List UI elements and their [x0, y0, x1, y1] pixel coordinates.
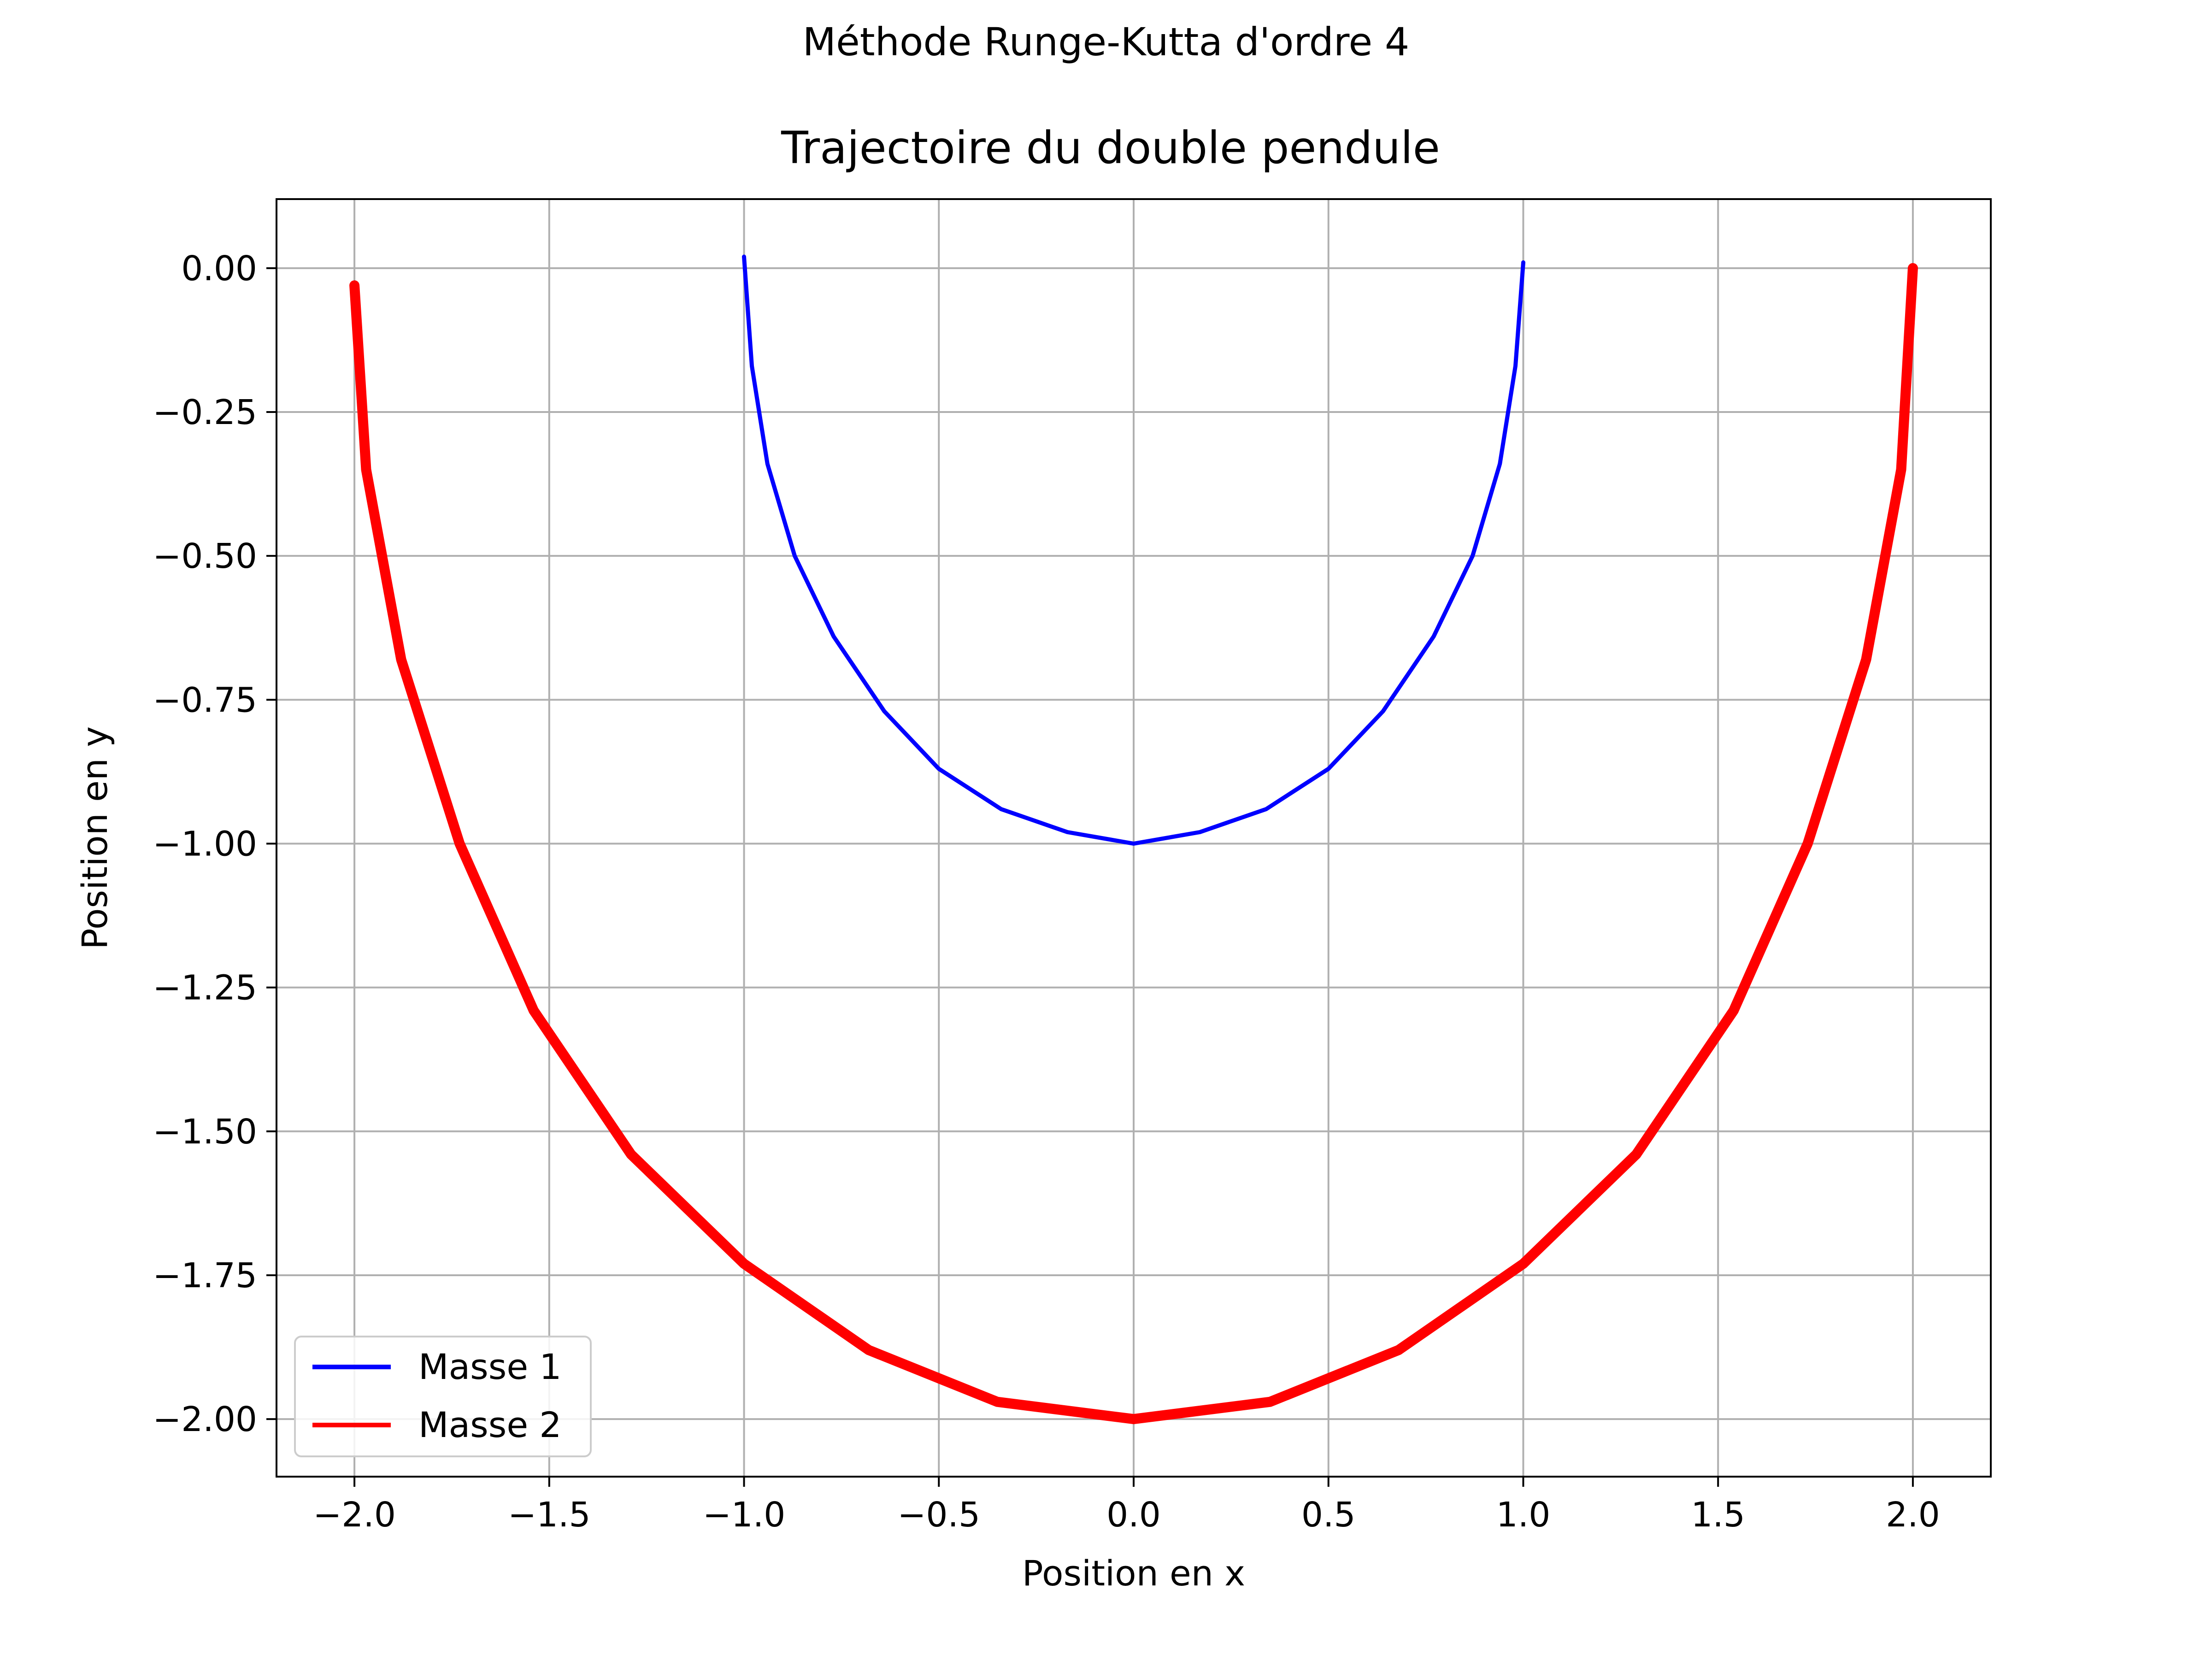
series-layer [349, 254, 1918, 1425]
y-tick-label: −0.50 [153, 536, 257, 576]
legend-label-masse-1: Masse 1 [418, 1346, 562, 1387]
series-line-masse-1 [742, 254, 1525, 846]
x-tick-label: 0.5 [1301, 1495, 1356, 1535]
x-tick-label: 1.0 [1496, 1495, 1551, 1535]
y-tick-label: −1.75 [153, 1256, 257, 1296]
y-tick-label: −1.50 [153, 1112, 257, 1152]
legend-label-masse-2: Masse 2 [418, 1404, 562, 1445]
x-tick-label: 2.0 [1886, 1495, 1940, 1535]
y-tick-label: −0.25 [153, 393, 257, 432]
y-tick-label: 0.00 [181, 249, 257, 289]
grid [276, 199, 1991, 1477]
y-tick-label: −1.25 [153, 968, 257, 1008]
x-axis-label: Position en x [1022, 1553, 1245, 1594]
legend: Masse 1 Masse 2 [294, 1336, 592, 1457]
x-tick-label: −0.5 [897, 1495, 980, 1535]
chart-title: Trajectoire du double pendule [781, 122, 1440, 174]
figure-suptitle: Méthode Runge-Kutta d'ordre 4 [803, 19, 1410, 65]
y-tick-label: −2.00 [153, 1400, 257, 1439]
ticks: −2.0 −1.5 −1.0 −0.5 0.0 0.5 1.0 1.5 2.0 0.00 −0.25… [153, 249, 1940, 1535]
x-tick-label: 1.5 [1691, 1495, 1745, 1535]
series-line-masse-2 [349, 263, 1918, 1425]
x-tick-label: −1.0 [703, 1495, 786, 1535]
y-tick-label: −0.75 [153, 680, 257, 720]
y-tick-label: −1.00 [153, 824, 257, 864]
y-axis-label: Position en y [74, 726, 115, 949]
x-tick-label: −1.5 [508, 1495, 591, 1535]
x-tick-label: −2.0 [313, 1495, 396, 1535]
x-tick-label: 0.0 [1106, 1495, 1161, 1535]
